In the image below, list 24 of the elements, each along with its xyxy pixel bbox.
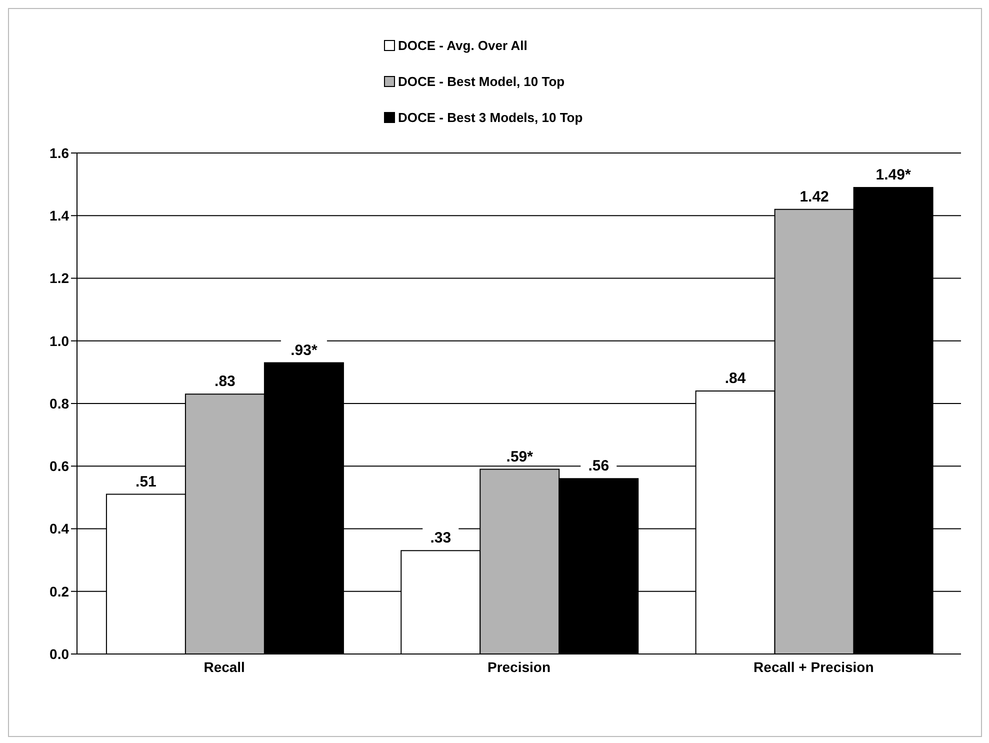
y-tick-label: 1.2: [50, 270, 70, 286]
legend-label: DOCE - Best 3 Models, 10 Top: [398, 110, 583, 124]
data-label: .56: [588, 458, 610, 475]
data-label: .93*: [290, 342, 318, 359]
data-label: .59*: [506, 448, 534, 466]
data-label: .83: [214, 373, 236, 390]
y-tick-label: 0.4: [50, 520, 70, 537]
legend-label: DOCE - Best Model, 10 Top: [398, 74, 565, 88]
data-label: 1.49*: [876, 166, 911, 184]
y-tick-label: 1.6: [50, 144, 70, 161]
data-label: .51: [136, 473, 156, 490]
data-label: .84: [724, 370, 746, 387]
data-label: 1.42: [800, 188, 829, 206]
x-tick-label: Recall: [204, 658, 245, 675]
y-tick-label: 0.0: [50, 646, 70, 662]
x-tick-label: Recall + Precision: [754, 658, 874, 675]
y-tick-label: 0.6: [50, 458, 70, 474]
x-tick-label: Precision: [487, 658, 551, 675]
y-tick-label: 1.4: [50, 208, 70, 224]
y-tick-label: 1.0: [50, 332, 70, 349]
legend-label: DOCE - Avg. Over All: [398, 38, 528, 52]
y-tick-label: 0.2: [50, 583, 70, 600]
data-label: .33: [430, 530, 452, 547]
y-tick-label: 0.8: [50, 395, 70, 412]
